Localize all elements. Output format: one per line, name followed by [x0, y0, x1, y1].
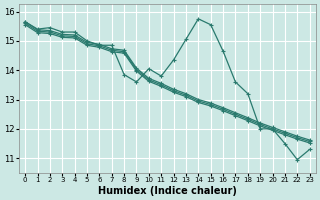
X-axis label: Humidex (Indice chaleur): Humidex (Indice chaleur) — [98, 186, 237, 196]
